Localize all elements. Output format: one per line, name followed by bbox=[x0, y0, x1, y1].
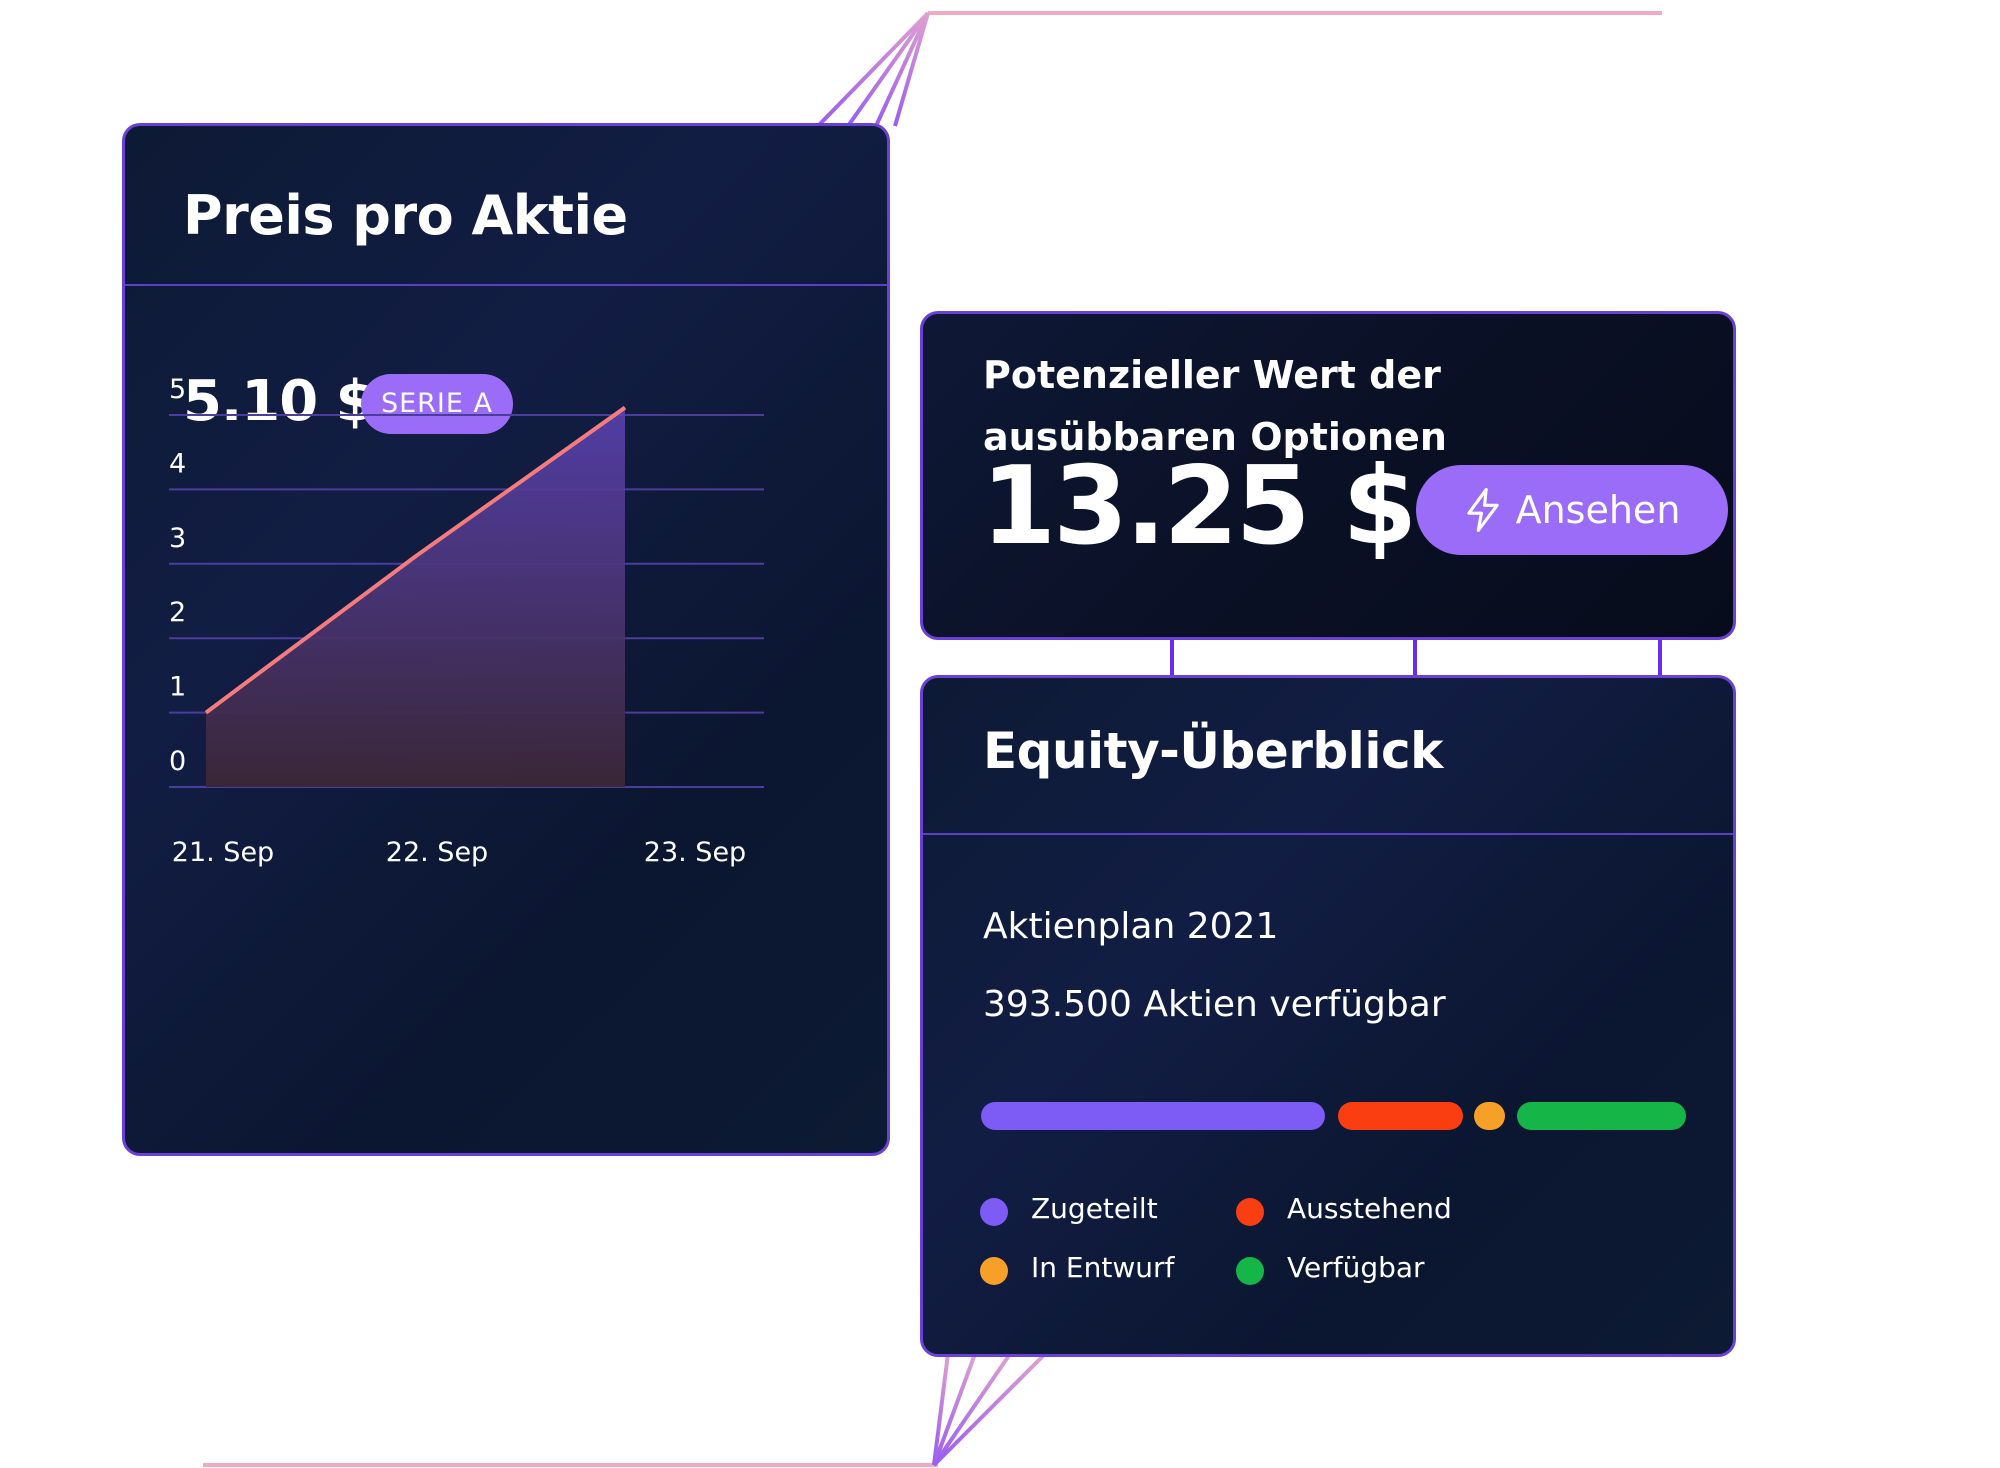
equity-overview-card: Equity-Überblick Aktienplan 2021 393.500… bbox=[920, 675, 1736, 1357]
x-tick-label: 22. Sep bbox=[386, 837, 488, 868]
view-button[interactable]: Ansehen bbox=[1416, 465, 1728, 555]
bar-segment-available bbox=[1517, 1102, 1686, 1130]
price-per-share-card: Preis pro Aktie 5.10 $ SERIE A 0 1 2 3 4 5 21… bbox=[122, 123, 890, 1156]
price-line bbox=[204, 405, 627, 715]
y-tick-label: 1 bbox=[169, 672, 186, 703]
price-card-title: Preis pro Aktie bbox=[183, 184, 628, 247]
x-tick-label: 21. Sep bbox=[172, 837, 274, 868]
lightning-icon bbox=[1466, 488, 1499, 532]
legend-label-available: Verfügbar bbox=[1287, 1251, 1425, 1284]
stock-plan-name: Aktienplan 2021 bbox=[983, 906, 1279, 947]
y-tick-label: 3 bbox=[169, 523, 186, 554]
legend-dot-available bbox=[1236, 1257, 1264, 1285]
y-tick-label: 2 bbox=[169, 597, 186, 628]
price-card-header: Preis pro Aktie bbox=[125, 126, 887, 286]
y-tick-label: 5 bbox=[169, 374, 186, 405]
x-tick-label: 23. Sep bbox=[644, 837, 746, 868]
equity-card-header: Equity-Überblick bbox=[923, 678, 1733, 835]
options-value-card: Potenzieller Wert der ausübbaren Optione… bbox=[920, 311, 1736, 640]
price-area bbox=[206, 407, 625, 787]
options-card-title: Potenzieller Wert der ausübbaren Optione… bbox=[983, 353, 1447, 459]
legend-dot-outstanding bbox=[1236, 1198, 1264, 1226]
view-button-label: Ansehen bbox=[1515, 488, 1681, 532]
bar-segment-allocated bbox=[981, 1102, 1325, 1130]
y-tick-label: 0 bbox=[169, 746, 186, 777]
legend-dot-draft bbox=[980, 1257, 1008, 1285]
options-value: 13.25 $ bbox=[981, 444, 1417, 569]
legend-label-draft: In Entwurf bbox=[1031, 1251, 1175, 1284]
bar-segment-outstanding bbox=[1338, 1102, 1463, 1130]
bar-segment-draft bbox=[1474, 1102, 1505, 1130]
shares-available: 393.500 Aktien verfügbar bbox=[983, 984, 1446, 1025]
series-badge: SERIE A bbox=[361, 374, 513, 434]
share-price-value: 5.10 $ bbox=[183, 369, 375, 434]
legend-label-allocated: Zugeteilt bbox=[1031, 1192, 1158, 1225]
equity-card-title: Equity-Überblick bbox=[983, 722, 1443, 780]
price-chart: 0 1 2 3 4 5 21. Sep 22. Sep 23. Sep bbox=[169, 374, 764, 868]
legend-label-outstanding: Ausstehend bbox=[1287, 1192, 1452, 1225]
legend-dot-allocated bbox=[980, 1198, 1008, 1226]
y-tick-label: 4 bbox=[169, 448, 186, 479]
